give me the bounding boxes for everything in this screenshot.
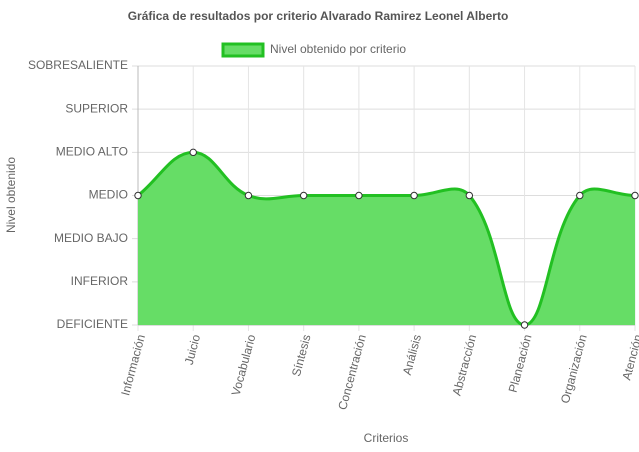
legend-swatch — [221, 42, 265, 58]
point — [631, 191, 639, 200]
point — [520, 321, 529, 329]
x-tick-label: Concentración — [335, 333, 369, 411]
x-tick-label: Síntesis — [289, 333, 314, 378]
x-tick-label: Información — [118, 333, 148, 397]
x-tick-label: Atención — [619, 333, 639, 382]
y-tick-label: MEDIO ALTO — [56, 145, 128, 159]
x-tick-label: Análisis — [400, 333, 424, 377]
point — [355, 191, 363, 200]
x-tick-label: Planeación — [506, 333, 535, 394]
x-axis-title: Criterios — [364, 431, 409, 445]
point — [244, 191, 253, 200]
x-tick-label: Organización — [558, 333, 590, 405]
y-tick-label: INFERIOR — [71, 274, 129, 288]
y-tick-label: SUPERIOR — [65, 101, 128, 115]
area — [138, 152, 635, 325]
chart-title: Gráfica de resultados por criterio Alvar… — [128, 9, 509, 23]
x-tick-label: Vocabulario — [229, 333, 259, 398]
y-tick-label: MEDIO — [89, 188, 128, 202]
x-tick-label: Abstracción — [450, 333, 480, 397]
y-tick-label: SOBRESALIENTE — [28, 58, 128, 72]
legend-label: Nivel obtenido por criterio — [270, 42, 406, 56]
y-axis-title: Nivel obtenido — [4, 157, 18, 233]
y-tick-label: MEDIO BAJO — [54, 231, 128, 245]
point — [299, 191, 308, 200]
x-tick-label: Juicio — [182, 333, 204, 367]
point — [189, 148, 197, 157]
point — [410, 191, 418, 200]
y-tick-label: DEFICIENTE — [57, 317, 128, 331]
point — [134, 191, 142, 200]
point — [576, 191, 584, 200]
point — [465, 191, 474, 200]
